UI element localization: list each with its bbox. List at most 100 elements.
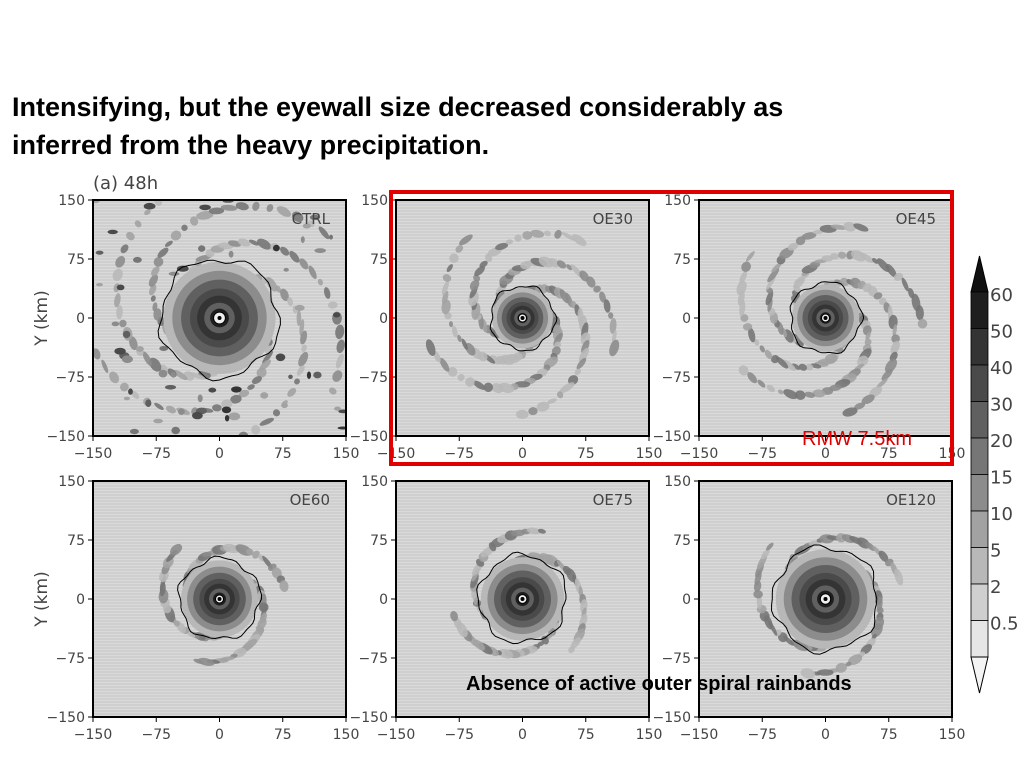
- rainband-cell: [787, 242, 799, 251]
- rainband-cell: [238, 431, 249, 436]
- rainband-cell: [329, 387, 337, 395]
- rainband-cell: [323, 287, 331, 299]
- rainband-cell: [170, 230, 182, 241]
- y-tick-label: 150: [664, 474, 691, 490]
- colorbar-swatch: [970, 291, 989, 329]
- y-tick-label: 0: [379, 311, 388, 327]
- rainband-cell: [473, 274, 481, 282]
- rainband-cell: [739, 271, 748, 284]
- rainband-cell: [280, 246, 290, 256]
- rainband-cell: [465, 343, 476, 356]
- rainband-cell: [109, 371, 120, 384]
- colorbar-swatch: [970, 364, 989, 402]
- rainband-cell: [736, 280, 747, 296]
- rainband-cell: [561, 232, 576, 241]
- rainband-cell: [289, 250, 300, 263]
- rainband-cell: [766, 275, 776, 290]
- y-tick-label: −75: [55, 370, 85, 386]
- rainband-cell: [442, 274, 452, 282]
- rainband-cell: [170, 543, 183, 556]
- y-tick-label: −150: [47, 429, 85, 445]
- y-tick-label: −150: [350, 429, 388, 445]
- y-tick-label: 0: [76, 592, 85, 608]
- rainband-cell: [865, 542, 876, 551]
- rainband-cell: [335, 353, 344, 369]
- rainband-cell: [292, 211, 304, 223]
- convective-cell: [168, 271, 180, 276]
- rainband-cell: [336, 339, 345, 354]
- convective-cell: [170, 371, 176, 378]
- x-tick-label: 75: [274, 446, 292, 462]
- rainband-cell: [332, 370, 343, 382]
- y-tick-label: 0: [76, 311, 85, 327]
- x-tick-label: 0: [518, 727, 527, 743]
- rainband-cell: [893, 272, 904, 282]
- x-tick-label: 75: [577, 446, 595, 462]
- y-tick-label: 150: [58, 193, 85, 209]
- rainband-cell: [609, 339, 620, 357]
- convective-cell: [333, 312, 341, 318]
- rainband-cell: [885, 263, 897, 278]
- rainband-cell: [798, 363, 808, 371]
- rainband-cell: [93, 348, 101, 360]
- convective-cell: [273, 244, 280, 252]
- rainband-cell: [498, 648, 514, 659]
- rainband-cell: [220, 204, 238, 211]
- x-tick-label: 0: [821, 727, 830, 743]
- rainband-cell: [544, 230, 551, 237]
- slide-title-line-1: Intensifying, but the eyewall size decre…: [12, 92, 784, 122]
- rmw-contour: [789, 281, 865, 355]
- rainband-cell: [294, 378, 300, 385]
- convective-cell: [145, 399, 152, 407]
- rainband-cell: [230, 394, 242, 404]
- slide-title: Intensifying, but the eyewall size decre…: [12, 88, 1002, 164]
- colorbar-label: 10: [990, 504, 1013, 525]
- rainband-cell: [461, 338, 468, 350]
- convective-cell: [260, 392, 269, 399]
- rainband-cell: [114, 293, 121, 308]
- rainband-cell: [522, 231, 533, 240]
- rainband-cell: [761, 549, 770, 560]
- convective-cell: [153, 418, 163, 424]
- rainband-cell: [572, 234, 587, 247]
- rainband-cell: [238, 389, 250, 398]
- rainband-cell: [190, 216, 199, 226]
- rainband-cell: [449, 253, 459, 264]
- convective-cell: [228, 250, 234, 258]
- y-axis-label: Y (km): [32, 290, 52, 346]
- eye-center: [520, 597, 525, 601]
- rainband-cell: [439, 357, 450, 372]
- rainband-cell: [459, 234, 473, 246]
- colorbar-swatch: [970, 620, 989, 658]
- colorbar-swatch: [970, 328, 989, 366]
- rainband-cell: [579, 270, 589, 282]
- rmw-contour: [177, 555, 262, 640]
- rainband-cell: [748, 327, 756, 343]
- convective-cell: [143, 202, 156, 210]
- panel-field: [736, 221, 928, 417]
- rainband-cell: [272, 409, 281, 417]
- rainband-cell: [578, 347, 589, 363]
- rainband-cell: [889, 351, 898, 362]
- y-tick-label: 0: [379, 592, 388, 608]
- panel-field: [425, 229, 620, 419]
- rainband-cell: [915, 305, 924, 321]
- rainband-cell: [568, 375, 579, 385]
- convective-cell: [302, 223, 311, 229]
- rainband-cell: [547, 398, 557, 404]
- panel-field: [450, 527, 588, 659]
- x-tick-label: −150: [74, 727, 112, 743]
- x-tick-label: −150: [74, 446, 112, 462]
- rainband-cell: [495, 242, 509, 251]
- y-tick-label: 150: [664, 193, 691, 209]
- rainband-cell: [817, 669, 834, 676]
- panel-ctrl: CTRL −150 −75 0 75 150 150 75 0 −75 −150 Y (km): [32, 187, 359, 462]
- rainband-cell: [163, 187, 179, 198]
- x-tick-label: −75: [747, 446, 777, 462]
- colorbar-label: 20: [990, 431, 1013, 452]
- x-tick-label: −150: [377, 727, 415, 743]
- rainband-cell: [548, 258, 560, 268]
- x-tick-label: 0: [215, 446, 224, 462]
